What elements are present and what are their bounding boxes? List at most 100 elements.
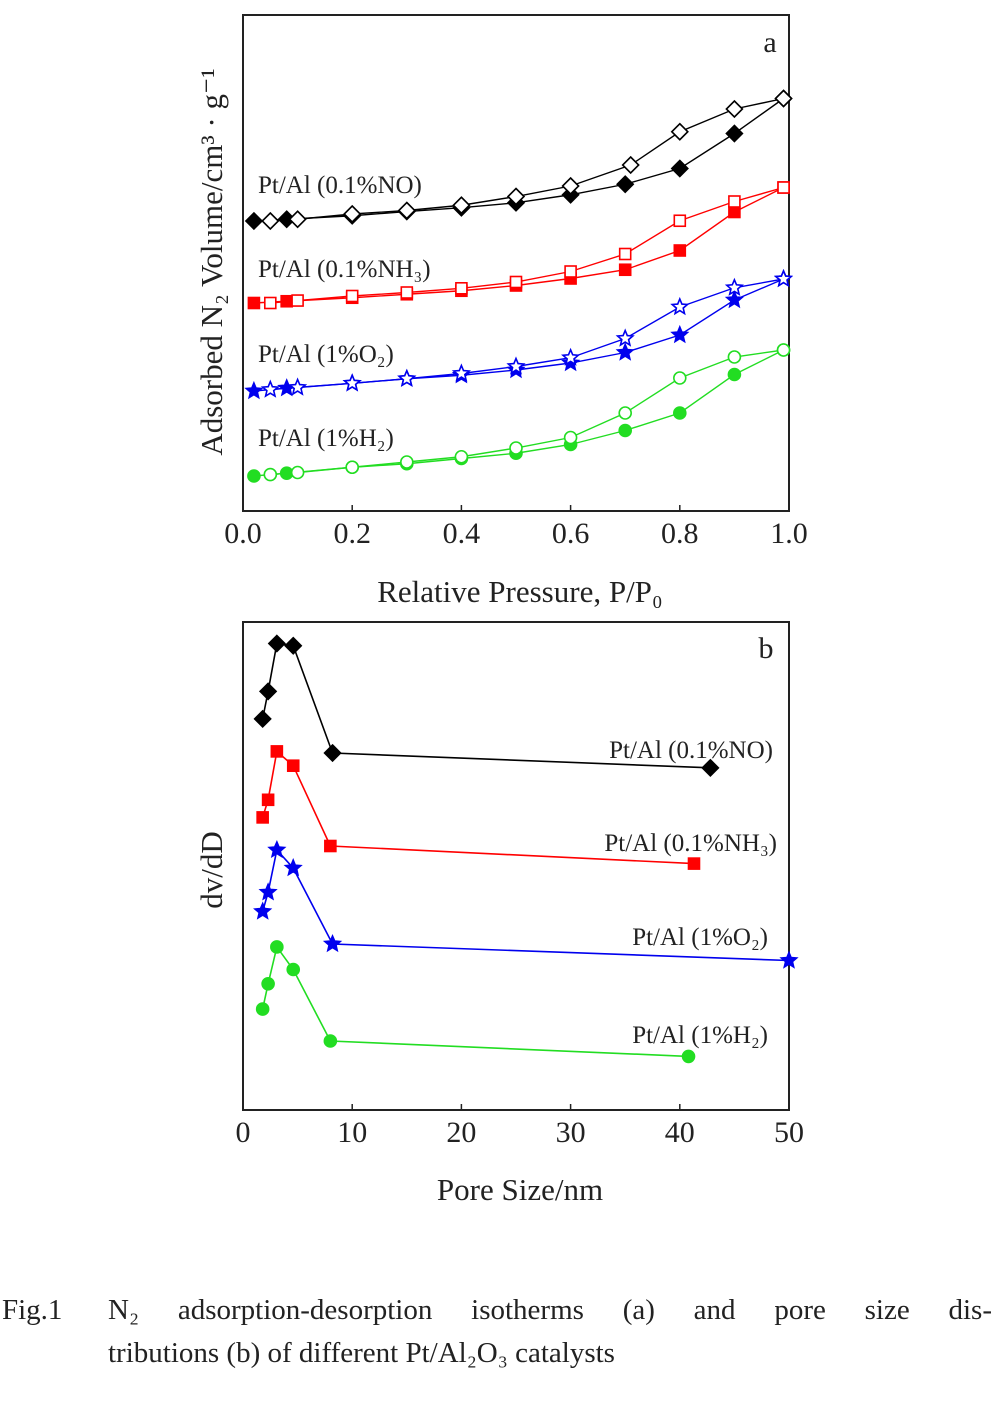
series-label: Pt/Al (0.1%NH₃) [604, 830, 777, 857]
desorption-point [261, 211, 280, 231]
desorption-point [773, 268, 794, 288]
x-tick-label: 10 [337, 1116, 367, 1149]
caption-line-1: N₂ adsorption-desorption isotherms (a) a… [108, 1294, 992, 1326]
desorption-point [506, 187, 526, 206]
distribution-point [283, 857, 303, 877]
panel-b-x-ticks: 0 10 20 30 40 50 [236, 1104, 804, 1149]
distribution-point [267, 839, 287, 859]
desorption-point [509, 275, 523, 289]
desorption-point [774, 89, 793, 108]
distribution-point [324, 839, 337, 853]
desorption-point [288, 210, 307, 229]
desorption-point [343, 204, 362, 224]
distribution-point [261, 793, 275, 807]
caption-line-2: tributions (b) of different Pt/Al₂O₃ cat… [108, 1337, 615, 1369]
desorption-point [454, 449, 469, 464]
distribution-point [258, 682, 278, 701]
distribution-point [256, 811, 269, 824]
desorption-point [455, 281, 468, 295]
desorption-point [400, 286, 414, 299]
distribution-point [286, 759, 300, 773]
x-tick-label: 50 [774, 1116, 804, 1149]
adsorption-point [670, 159, 689, 178]
adsorption-point [670, 324, 690, 344]
series-label: Pt/Al (1%H₂) [258, 425, 394, 452]
desorption-point [776, 343, 791, 357]
series-b-1 [256, 745, 701, 870]
distribution-point [286, 962, 301, 977]
series-a-0 [244, 89, 793, 231]
desorption-point [618, 406, 633, 420]
distribution-point [253, 709, 272, 729]
desorption-point [618, 247, 632, 261]
panel-b-series-labels: Pt/Al (0.1%NO) Pt/Al (0.1%NH₃) Pt/Al (1%O₂… [604, 737, 777, 1049]
panel-a-isotherms: a 0.0 0.2 0.4 0.6 0.8 1.0 Pt/Al (0.1%NO)Pt/Al… [194, 14, 808, 609]
desorption-point [673, 214, 687, 228]
x-tick-label: 0 [236, 1116, 251, 1149]
desorption-point [291, 294, 304, 307]
desorption-point [263, 296, 277, 310]
panel-a-y-axis-label: Adsorbed N₂ Volume/cm³ · g⁻¹ [194, 68, 229, 455]
panel-a-series-labels: Pt/Al (0.1%NO) Pt/Al (0.1%NH₃) Pt/Al (1%O₂… [258, 172, 431, 452]
adsorption-point [672, 406, 687, 420]
desorption-line [270, 97, 784, 222]
desorption-point [727, 350, 742, 364]
distribution-point [270, 745, 284, 758]
desorption-point [561, 347, 581, 366]
adsorption-point [244, 211, 264, 231]
desorption-point [399, 455, 414, 469]
desorption-point [725, 99, 744, 119]
desorption-point [290, 465, 305, 480]
desorption-point [288, 377, 308, 396]
distribution-point [270, 940, 284, 954]
x-tick-label: 40 [665, 1116, 695, 1149]
panel-b-series [253, 634, 799, 1064]
series-b-0 [253, 634, 720, 777]
caption-number: Fig.1 [2, 1294, 63, 1326]
adsorption-point [247, 469, 261, 483]
panel-a-frame [242, 14, 790, 512]
panel-b-y-axis-label: dv/dD [194, 831, 229, 909]
adsorption-point [247, 296, 261, 310]
x-tick-label: 0.6 [552, 517, 590, 550]
panel-a-x-ticks: 0.0 0.2 0.4 0.6 0.8 1.0 [224, 505, 808, 550]
x-tick-label: 0.4 [443, 517, 481, 550]
adsorption-point [725, 124, 744, 143]
distribution-point [322, 933, 343, 953]
adsorption-point [615, 342, 635, 361]
desorption-point [451, 363, 471, 382]
series-label: Pt/Al (0.1%NO) [258, 172, 422, 199]
panel-a-x-axis-label: Relative Pressure, P/P₀ [377, 574, 662, 609]
desorption-point [452, 196, 471, 215]
x-tick-label: 0.0 [224, 517, 262, 550]
x-tick-label: 30 [556, 1116, 586, 1149]
desorption-point [397, 368, 417, 387]
series-a-3 [247, 343, 791, 483]
series-label: Pt/Al (1%O₂) [258, 341, 394, 368]
panel-b-pore-distribution: b 0 10 20 30 40 50 Pt/Al (0.1%NO)Pt/Al (0.1%N… [194, 621, 804, 1207]
desorption-line [270, 186, 784, 304]
distribution-point [253, 901, 273, 920]
x-tick-label: 0.8 [661, 517, 699, 550]
adsorption-point [618, 423, 633, 438]
desorption-point [777, 181, 790, 194]
desorption-point [728, 195, 741, 208]
distribution-point [323, 743, 342, 763]
panel-b-label: b [759, 632, 774, 665]
distribution-point [701, 758, 720, 777]
desorption-point [397, 201, 416, 220]
series-b-3 [255, 940, 696, 1064]
series-a-2 [244, 268, 794, 400]
distribution-point [261, 976, 275, 991]
figure-canvas: a 0.0 0.2 0.4 0.6 0.8 1.0 Pt/Al (0.1%NO)Pt/Al… [194, 14, 808, 1207]
desorption-point [342, 373, 362, 392]
series-label: Pt/Al (0.1%NH₃) [258, 256, 431, 283]
series-label: Pt/Al (1%H₂) [632, 1022, 768, 1049]
distribution-point [779, 950, 799, 969]
desorption-point [670, 122, 689, 141]
adsorption-point [618, 263, 632, 277]
panel-a-series [244, 89, 794, 483]
panel-b-frame [242, 621, 790, 1111]
desorption-point [345, 460, 360, 475]
x-tick-label: 20 [446, 1116, 476, 1149]
